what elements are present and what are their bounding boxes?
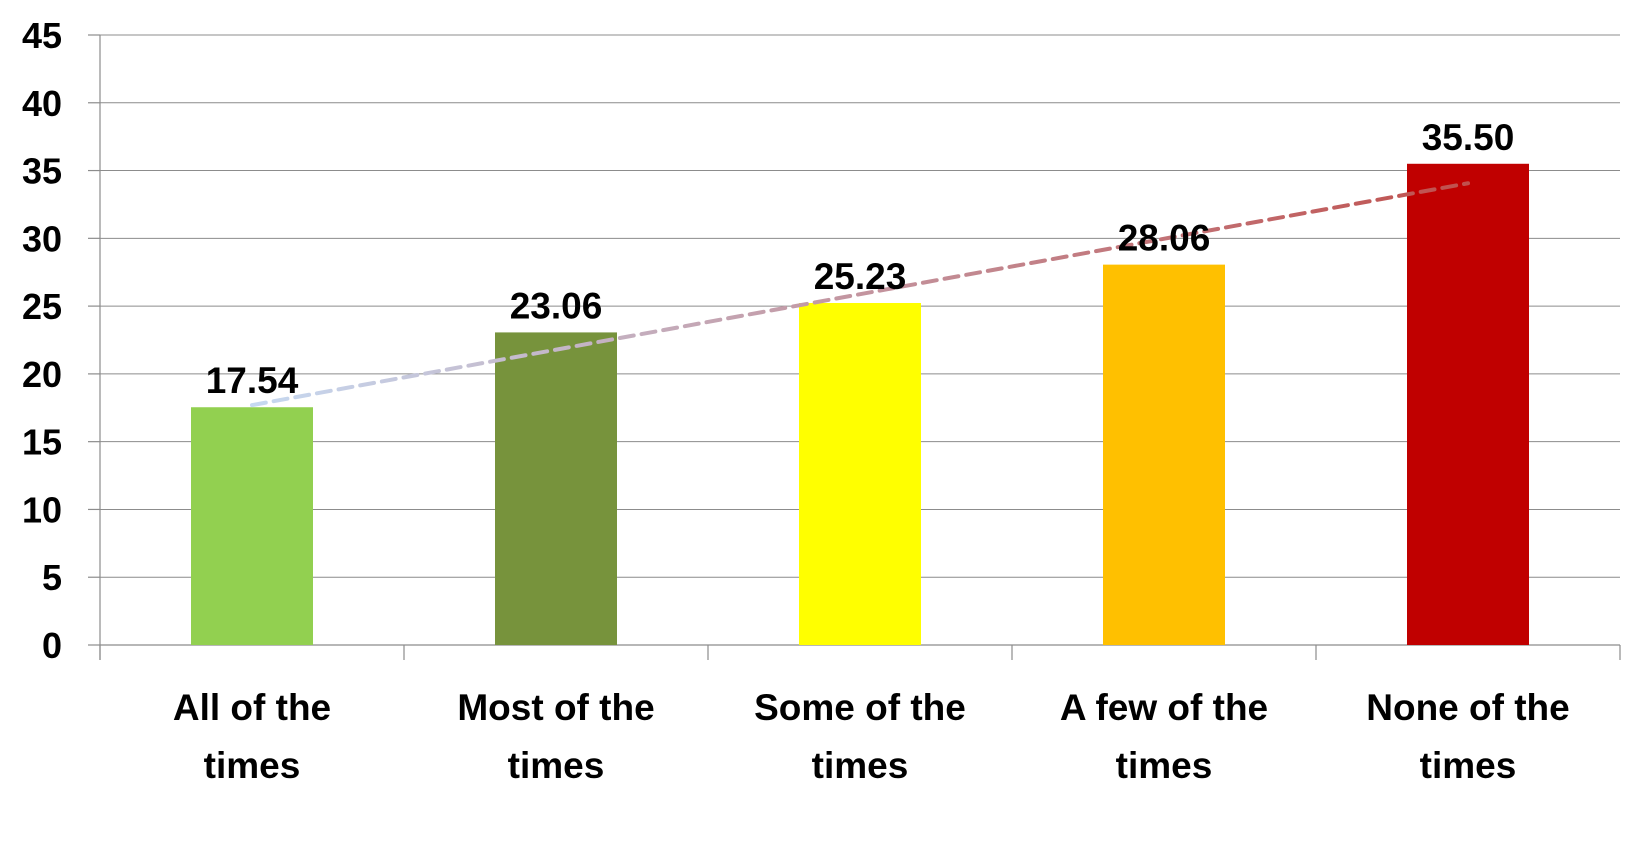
bar [1407, 163, 1529, 645]
data-labels: 17.54 23.06 25.23 28.06 35.50 [206, 117, 1515, 401]
y-tick-label: 20 [22, 354, 62, 395]
y-tick-label: 25 [22, 286, 62, 327]
y-tick-label: 10 [22, 489, 62, 530]
x-tick-label-line: times [204, 745, 301, 786]
data-label: 28.06 [1118, 218, 1211, 259]
data-label: 25.23 [814, 256, 907, 297]
y-tick-label: 45 [22, 15, 62, 56]
x-tick-label-line: A few of the [1060, 687, 1268, 728]
trendline [250, 181, 1470, 408]
bar [495, 332, 617, 645]
trendline-line [250, 181, 1470, 408]
x-tick-label-line: None of the [1366, 687, 1569, 728]
data-label: 17.54 [206, 360, 299, 401]
x-tick-label-line: All of the [173, 687, 331, 728]
x-tick-label-line: times [1420, 745, 1517, 786]
data-label: 23.06 [510, 285, 603, 326]
y-tick-label: 5 [42, 557, 62, 598]
y-axis-tick-labels: 0 5 10 15 20 25 30 35 40 45 [22, 15, 62, 666]
x-tick-label-line: times [812, 745, 909, 786]
bars [191, 163, 1529, 645]
bar [191, 407, 313, 645]
x-tick-label: Some of the times [754, 687, 966, 786]
x-tick-label-line: times [508, 745, 605, 786]
y-tick-label: 40 [22, 83, 62, 124]
bar [799, 302, 921, 645]
x-tick-label-line: Some of the [754, 687, 966, 728]
y-tick-label: 15 [22, 422, 62, 463]
y-tick-label: 0 [42, 625, 62, 666]
y-tick-label: 35 [22, 151, 62, 192]
x-tick-label-line: times [1116, 745, 1213, 786]
x-tick-label: All of the times [173, 687, 331, 786]
y-tick-label: 30 [22, 218, 62, 259]
data-label: 35.50 [1422, 117, 1515, 158]
x-tick-label: None of the times [1366, 687, 1569, 786]
x-tick-label: A few of the times [1060, 687, 1268, 786]
bar [1103, 264, 1225, 645]
x-tick-label: Most of the times [457, 687, 654, 786]
x-tick-label-line: Most of the [457, 687, 654, 728]
